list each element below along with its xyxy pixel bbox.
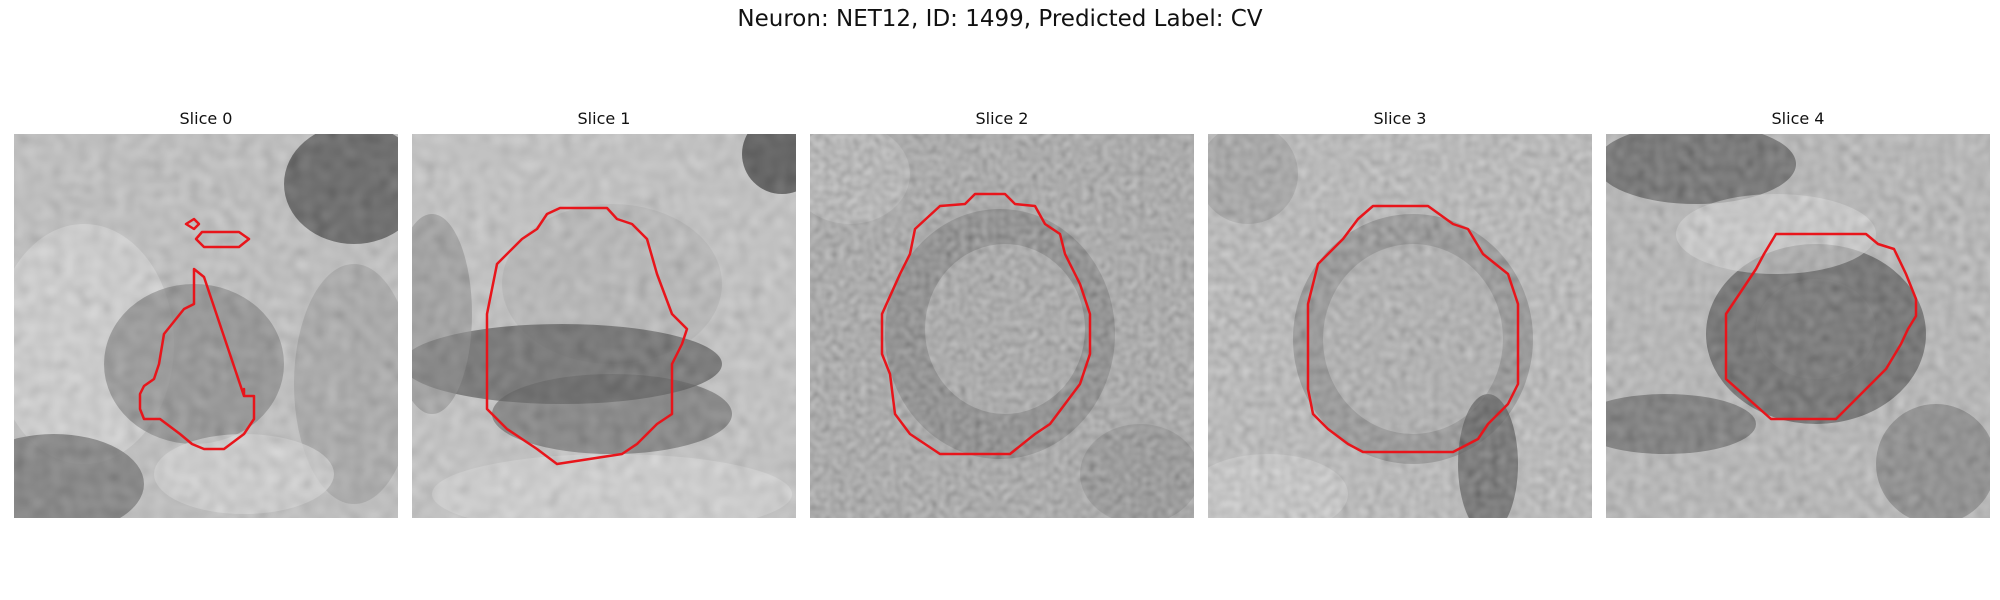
slice-panel-4: Slice 4 bbox=[1606, 108, 1990, 518]
slice-panel-2: Slice 2 bbox=[810, 108, 1194, 518]
slice-image-2 bbox=[810, 134, 1194, 518]
contour-0 bbox=[138, 217, 256, 451]
contour-2 bbox=[880, 192, 1092, 456]
slice-title-4: Slice 4 bbox=[1771, 109, 1825, 128]
slice-panel-0: Slice 0 bbox=[14, 108, 398, 518]
contour-4 bbox=[1724, 232, 1918, 421]
slice-image-1 bbox=[412, 134, 796, 518]
contour-3 bbox=[1306, 204, 1520, 454]
figure-title: Neuron: NET12, ID: 1499, Predicted Label… bbox=[737, 6, 1263, 32]
slice-title-2: Slice 2 bbox=[975, 109, 1029, 128]
slice-image-0 bbox=[14, 134, 398, 518]
slice-panel-1: Slice 1 bbox=[412, 108, 796, 518]
slice-title-1: Slice 1 bbox=[577, 109, 631, 128]
slice-panel-3: Slice 3 bbox=[1208, 108, 1592, 518]
slice-title-3: Slice 3 bbox=[1373, 109, 1427, 128]
contour-1 bbox=[485, 206, 689, 466]
slice-image-4 bbox=[1606, 134, 1990, 518]
slice-title-0: Slice 0 bbox=[179, 109, 233, 128]
slice-image-3 bbox=[1208, 134, 1592, 518]
